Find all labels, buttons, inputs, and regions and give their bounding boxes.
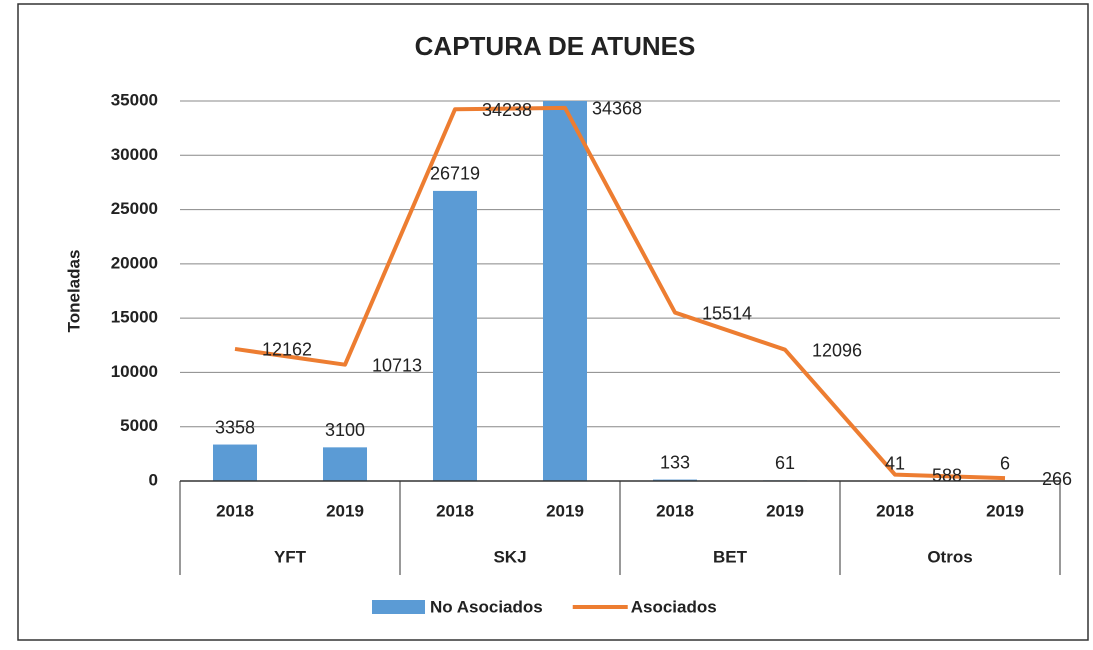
x-tick-label: 2019 bbox=[766, 501, 804, 520]
legend-swatch bbox=[372, 600, 425, 614]
data-label: 6 bbox=[1000, 454, 1010, 474]
bar bbox=[433, 191, 477, 481]
data-label: 26719 bbox=[430, 164, 480, 184]
data-label: 588 bbox=[932, 465, 962, 485]
x-tick-label: 2019 bbox=[546, 501, 584, 520]
y-tick-label: 15000 bbox=[111, 308, 158, 327]
data-label: 34238 bbox=[482, 100, 532, 120]
data-label: 61 bbox=[775, 453, 795, 473]
data-label: 12162 bbox=[262, 340, 312, 360]
data-label: 266 bbox=[1042, 469, 1072, 489]
data-label: 133 bbox=[660, 452, 690, 472]
y-tick-label: 0 bbox=[149, 470, 158, 489]
x-tick-label: 2018 bbox=[876, 501, 914, 520]
x-tick-label: 2019 bbox=[986, 501, 1024, 520]
x-tick-label: 2019 bbox=[326, 501, 364, 520]
bar bbox=[323, 447, 367, 481]
legend-label: Asociados bbox=[631, 597, 717, 616]
y-tick-label: 35000 bbox=[111, 90, 158, 109]
data-label: 3358 bbox=[215, 417, 255, 437]
chart-title: CAPTURA DE ATUNES bbox=[415, 31, 696, 61]
legend-label: No Asociados bbox=[430, 597, 543, 616]
data-label: 10713 bbox=[372, 355, 422, 375]
data-label: 3100 bbox=[325, 420, 365, 440]
x-tick-label: 2018 bbox=[216, 501, 254, 520]
x-tick-label: 2018 bbox=[656, 501, 694, 520]
y-tick-label: 20000 bbox=[111, 253, 158, 272]
group-label: SKJ bbox=[493, 547, 526, 566]
data-label: 41 bbox=[885, 453, 905, 473]
bar bbox=[543, 90, 587, 481]
y-tick-label: 30000 bbox=[111, 145, 158, 164]
group-label: BET bbox=[713, 547, 748, 566]
y-tick-label: 10000 bbox=[111, 362, 158, 381]
y-tick-label: 5000 bbox=[120, 416, 158, 435]
group-label: YFT bbox=[274, 547, 307, 566]
data-label: 12096 bbox=[812, 340, 862, 360]
x-tick-label: 2018 bbox=[436, 501, 474, 520]
y-tick-label: 25000 bbox=[111, 199, 158, 218]
y-axis-title: Toneladas bbox=[64, 250, 83, 333]
data-label: 15514 bbox=[702, 303, 752, 323]
group-label: Otros bbox=[927, 547, 972, 566]
data-label: 34368 bbox=[592, 99, 642, 119]
bar bbox=[213, 445, 257, 481]
